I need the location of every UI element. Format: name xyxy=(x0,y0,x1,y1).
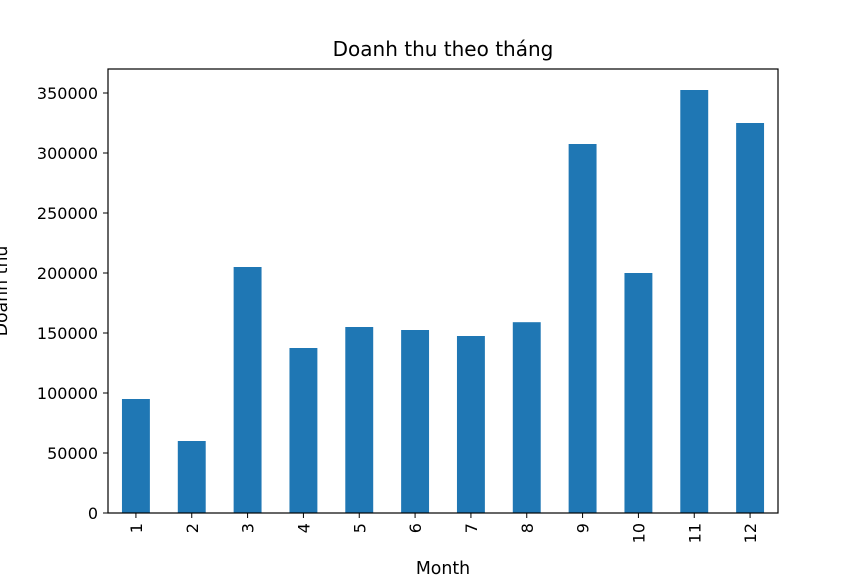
x-tick-label: 3 xyxy=(239,523,258,533)
y-tick-label: 150000 xyxy=(37,324,98,343)
plot-frame xyxy=(107,68,779,514)
x-tick-label: 1 xyxy=(127,523,146,533)
bar-month-3 xyxy=(233,267,262,513)
x-tick-label: 8 xyxy=(518,523,537,533)
x-tick-label: 9 xyxy=(574,523,593,533)
y-tick-label: 100000 xyxy=(37,384,98,403)
bar-month-12 xyxy=(736,123,765,513)
y-axis: 0 50000 100000 150000 200000 250000 300000 3500… xyxy=(37,84,108,523)
bar-month-10 xyxy=(624,273,653,513)
x-tick-label: 10 xyxy=(629,523,648,543)
x-tick-label: 6 xyxy=(406,523,425,533)
x-tick-label: 12 xyxy=(741,523,760,543)
y-axis-label: Doanh thu xyxy=(0,246,12,337)
bars-layer xyxy=(121,90,765,513)
x-tick-label: 2 xyxy=(183,523,202,533)
bar-month-8 xyxy=(512,322,541,513)
x-axis-label: Month xyxy=(416,559,470,576)
bar-month-7 xyxy=(456,336,485,513)
x-tick-label: 4 xyxy=(294,523,313,533)
x-tick-label: 11 xyxy=(685,523,704,543)
bar-month-6 xyxy=(401,330,430,513)
y-tick-label: 200000 xyxy=(37,264,98,283)
y-tick-label: 0 xyxy=(88,504,98,523)
bar-month-9 xyxy=(568,144,597,513)
bar-month-2 xyxy=(177,441,206,513)
bar-month-4 xyxy=(289,348,318,513)
y-tick-label: 350000 xyxy=(37,84,98,103)
bar-month-11 xyxy=(680,90,709,513)
x-axis: 1 2 3 4 5 6 7 8 9 10 11 12 xyxy=(127,513,760,543)
x-tick-label: 7 xyxy=(462,523,481,533)
y-tick-label: 300000 xyxy=(37,144,98,163)
bar-month-5 xyxy=(345,327,374,513)
y-tick-label: 50000 xyxy=(47,444,98,463)
x-tick-label: 5 xyxy=(350,523,369,533)
bar-month-1 xyxy=(121,399,150,513)
y-tick-label: 250000 xyxy=(37,204,98,223)
chart-title: Doanh thu theo tháng xyxy=(333,37,554,61)
